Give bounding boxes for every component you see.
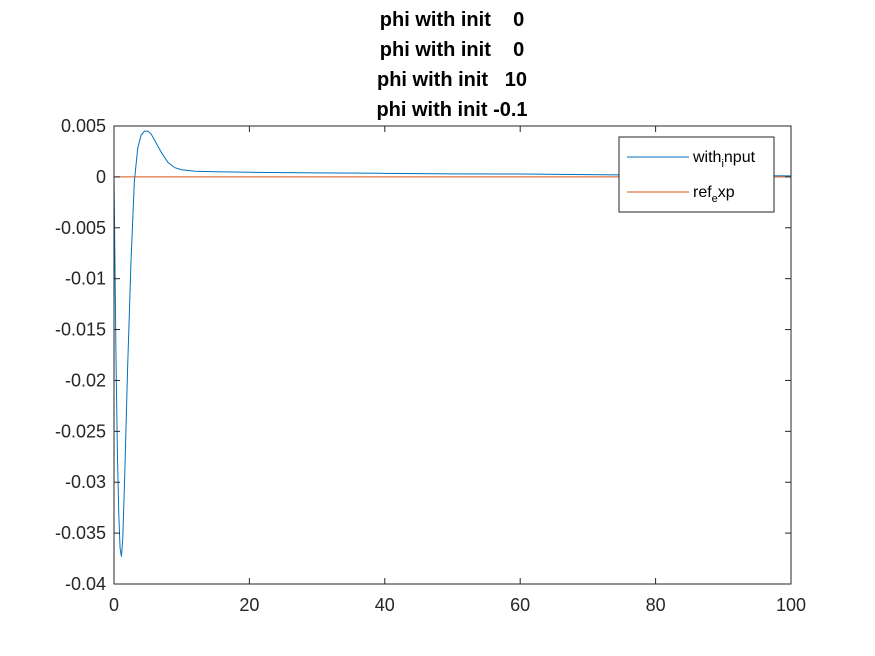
axes-box — [113, 125, 792, 585]
y-tick-label: 0 — [96, 167, 106, 187]
legend-label-with-input: withinput — [692, 149, 756, 170]
y-tick-label: -0.04 — [65, 574, 106, 594]
legend-box — [618, 136, 775, 213]
title-line-2: phi with init 0 — [380, 39, 524, 61]
y-tick-label: -0.03 — [65, 472, 106, 492]
x-tick-label: 80 — [646, 595, 666, 615]
legend-label-ref-exp: refexp — [693, 184, 735, 205]
y-tick-label: -0.01 — [65, 269, 106, 289]
y-tick-label: -0.015 — [55, 320, 106, 340]
title-line-3: phi with init 10 — [377, 69, 527, 91]
y-tick-label: -0.005 — [55, 218, 106, 238]
title-line-4: phi with init -0.1 — [376, 99, 527, 121]
y-tick-label: -0.02 — [65, 370, 106, 390]
x-tick-label: 20 — [239, 595, 259, 615]
y-tick-label: -0.025 — [55, 421, 106, 441]
x-tick-label: 0 — [109, 595, 119, 615]
x-tick-label: 60 — [510, 595, 530, 615]
chart-title: phi with init 0 phi with init 0 phi with i… — [376, 9, 527, 121]
y-tick-label: -0.035 — [55, 523, 106, 543]
x-tick-label: 100 — [776, 595, 806, 615]
series-line-with-input — [113, 130, 792, 557]
y-tick-label: 0.005 — [61, 116, 106, 136]
axes: 0 20 40 60 80 100 0.005 0 -0.005 -0.01 -0.015 -0.02… — [55, 116, 806, 615]
title-line-1: phi with init 0 — [380, 9, 524, 31]
x-tick-label: 40 — [375, 595, 395, 615]
legend: withinput refexp — [618, 136, 775, 213]
